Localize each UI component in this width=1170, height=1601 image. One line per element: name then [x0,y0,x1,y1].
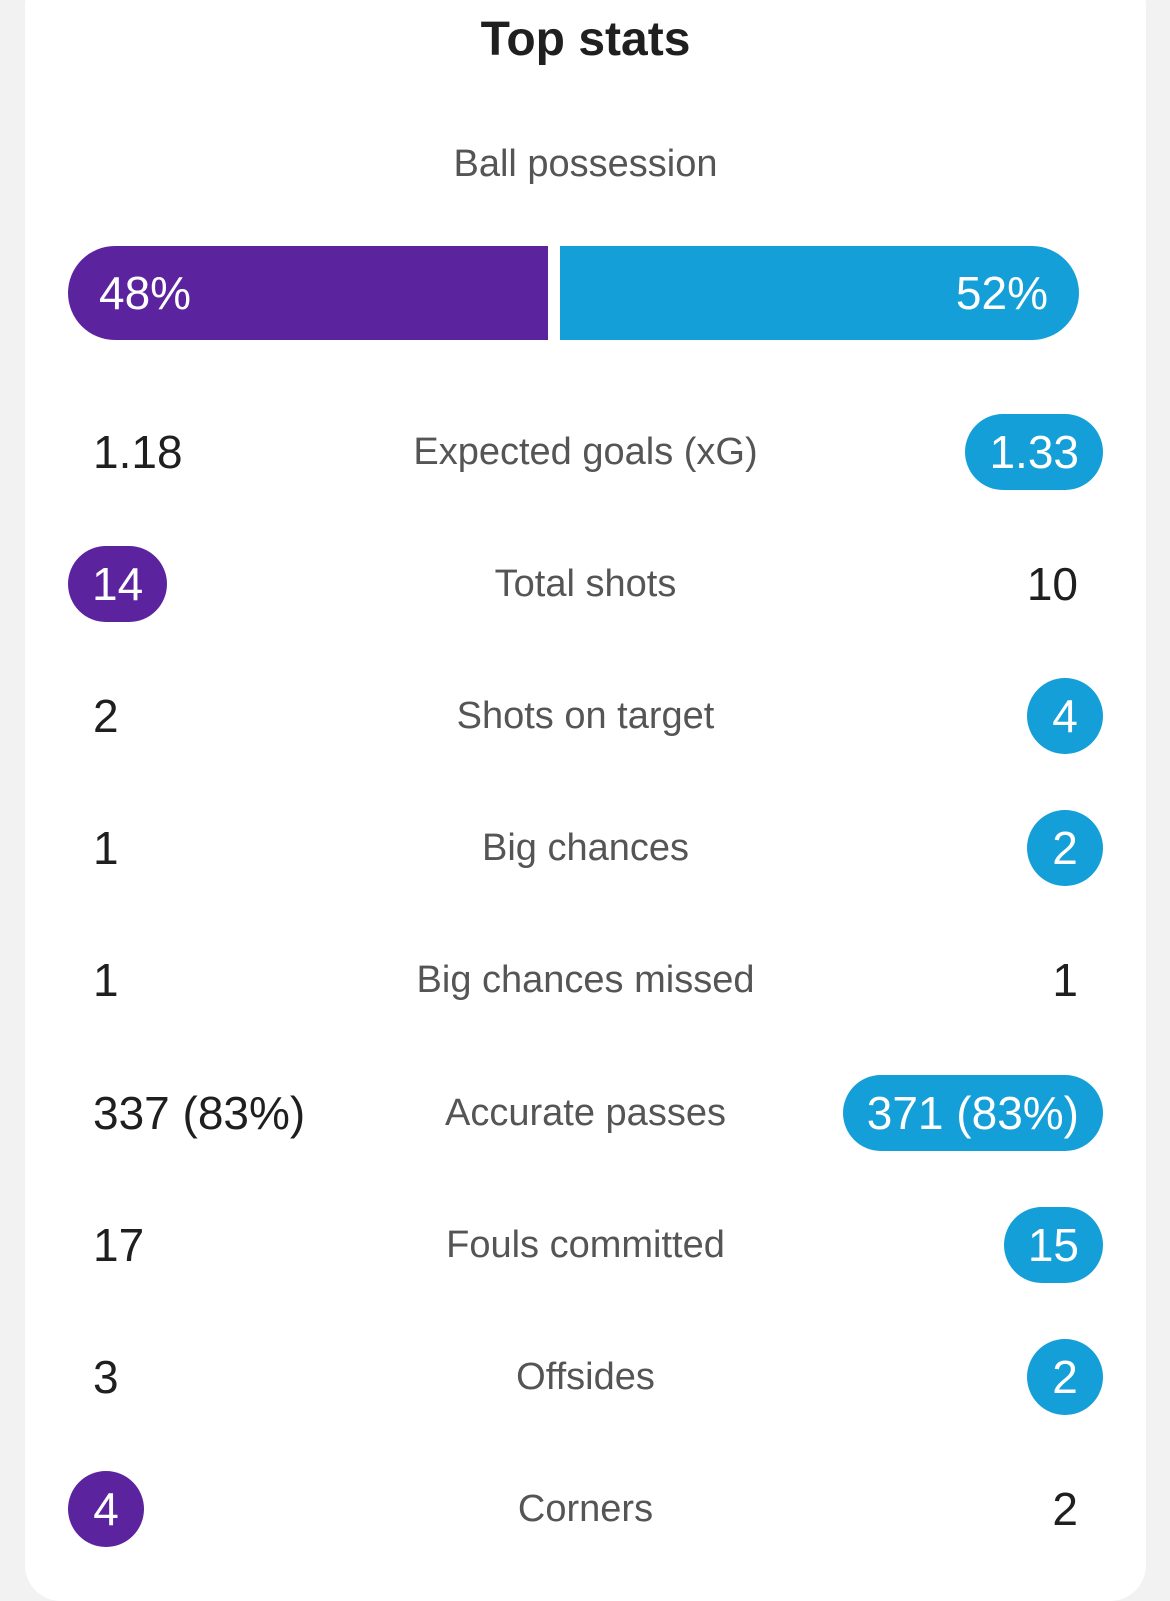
stat-label: Corners [517,1488,654,1530]
possession-away-segment: 52% [559,246,1079,340]
card-title: Top stats [480,13,691,66]
top-stats-card: Top stats Ball possession 48% 52% 1.18 E… [25,0,1146,1601]
stat-row-shots-on-target: 2 Shots on target 4 [25,678,1146,754]
stat-away-value: 10 [1026,558,1078,610]
stat-away-value: 4 [1027,678,1103,754]
stat-row-big-chances: 1 Big chances 2 [25,810,1146,886]
stat-label: Big chances missed [416,959,755,1001]
stat-away-value: 2 [1027,1339,1103,1415]
stat-home-value: 1.18 [93,426,183,478]
possession-label: Ball possession [453,143,718,185]
stat-row-big-chances-missed: 1 Big chances missed 1 [25,942,1146,1018]
stat-label: Total shots [494,563,677,605]
stat-home-value: 1 [93,822,119,874]
stat-label: Shots on target [456,695,715,737]
stat-label: Big chances [481,827,689,869]
stat-label: Offsides [516,1356,655,1398]
stat-home-value: 4 [68,1471,144,1547]
stat-home-value: 2 [93,690,119,742]
stat-row-expected-goals: 1.18 Expected goals (xG) 1.33 [25,414,1146,490]
stat-row-offsides: 3 Offsides 2 [25,1339,1146,1415]
stat-row-accurate-passes: 337 (83%) Accurate passes 371 (83%) [25,1075,1146,1151]
stat-row-total-shots: 14 Total shots 10 [25,546,1146,622]
stat-home-value: 337 (83%) [93,1087,306,1139]
stat-home-value: 14 [68,546,168,622]
stat-away-value: 1 [1052,954,1078,1006]
possession-away-value: 52% [955,267,1048,319]
possession-home-segment: 48% [68,246,548,340]
stat-row-corners: 4 Corners 2 [25,1471,1146,1547]
stat-row-fouls-committed: 17 Fouls committed 15 [25,1207,1146,1283]
stat-label: Accurate passes [445,1092,726,1134]
possession-home-value: 48% [99,267,192,319]
possession-bar: 48% 52% [68,246,1079,340]
stat-home-value: 3 [93,1351,119,1403]
stat-away-value: 2 [1027,810,1103,886]
stat-away-value: 1.33 [965,414,1103,490]
stat-home-value: 1 [93,954,119,1006]
stat-label: Fouls committed [446,1224,725,1266]
stat-away-value: 371 (83%) [842,1075,1103,1151]
stat-home-value: 17 [93,1219,145,1271]
stat-away-value: 2 [1052,1483,1078,1535]
stat-away-value: 15 [1003,1207,1103,1283]
stat-label: Expected goals (xG) [413,431,758,473]
